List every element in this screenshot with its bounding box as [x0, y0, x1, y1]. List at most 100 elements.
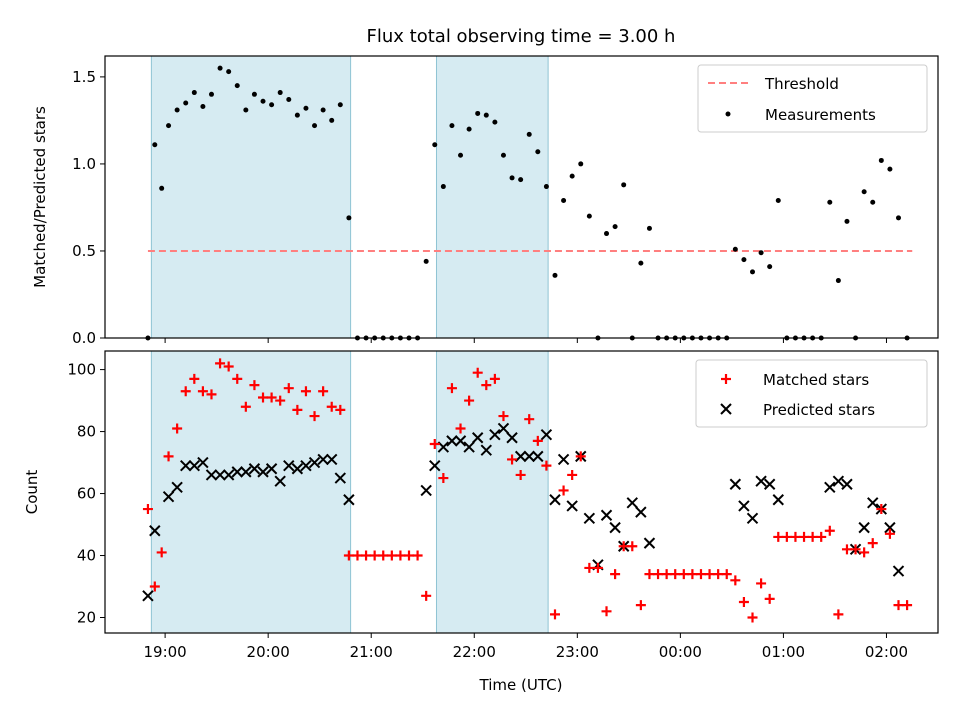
predicted-star-point [532, 450, 544, 463]
matched-star-point [455, 423, 466, 434]
matched-star-point [378, 550, 389, 561]
predicted-star-point [738, 500, 750, 512]
matched-star-point [395, 550, 406, 561]
measurement-point [895, 215, 901, 221]
measurement-point [466, 126, 472, 132]
measurement-point [174, 107, 180, 113]
y-tick-label: 60 [77, 485, 96, 503]
matched-star-point [163, 451, 174, 462]
matched-star-point [627, 541, 638, 552]
matched-star-point [902, 600, 913, 611]
count-y-axis: 20 40 60 80 100 [67, 361, 105, 627]
matched-star-point [283, 383, 294, 394]
matched-star-point [369, 550, 380, 561]
y-tick-label: 1.5 [72, 68, 96, 86]
matched-star-point [807, 531, 818, 542]
matched-star-point [489, 373, 500, 384]
predicted-star-point [300, 459, 312, 472]
matched-star-point [670, 569, 681, 580]
matched-star-point [149, 581, 160, 592]
ratio-shaded-intervals [150, 55, 549, 339]
chart-title: Flux total observing time = 3.00 h [367, 26, 676, 47]
matched-star-point [300, 386, 311, 397]
matched-star-point [180, 386, 191, 397]
predicted-star-point [858, 521, 870, 534]
measurement-point [440, 184, 446, 190]
measurement-point [200, 103, 206, 109]
y-tick-label: 80 [77, 423, 96, 441]
measurement-point [732, 246, 738, 252]
measurement-point [552, 272, 558, 278]
predicted-star-point [489, 428, 501, 441]
measurement-point [159, 185, 165, 191]
matched-star-point [412, 550, 423, 561]
predicted-star-point [729, 478, 742, 490]
measurement-point [767, 264, 773, 270]
predicted-star-point [867, 497, 879, 509]
matched-star-point [438, 473, 449, 484]
predicted-star-point [463, 441, 475, 453]
measurement-point [621, 182, 627, 188]
measurement-point [191, 90, 197, 96]
predicted-star-point [265, 463, 278, 475]
count-legend-box [695, 359, 928, 428]
matched-star-point [532, 435, 543, 446]
matched-star-point [343, 550, 354, 561]
measurement-point [543, 184, 549, 190]
measurement-point [337, 102, 343, 108]
y-tick-label: 20 [77, 609, 96, 627]
measurement-point [183, 100, 189, 106]
matched-star-point [498, 411, 509, 422]
predicted-star-point [763, 478, 776, 490]
predicted-stars-layer [142, 422, 905, 602]
matched-star-point [142, 504, 153, 515]
matched-star-point [232, 373, 243, 384]
measurement-point [741, 257, 747, 263]
y-tick-label: 40 [77, 547, 96, 565]
matched-star-point [730, 575, 741, 586]
measurement-point [449, 123, 455, 129]
matched-star-point [541, 460, 552, 471]
measurement-point [269, 102, 275, 108]
legend-measurements-swatch [725, 111, 731, 117]
matched-star-point [249, 380, 260, 391]
predicted-star-point [437, 441, 450, 453]
measurement-point [827, 199, 833, 205]
ratio-y-axis-label: Matched/Predicted stars [31, 106, 49, 288]
measurement-point [152, 142, 158, 148]
matched-star-point [197, 386, 208, 397]
measurement-point [509, 175, 515, 181]
ratio-y-axis: 0.0 0.5 1.0 1.5 [72, 68, 105, 347]
shaded-interval-2 [435, 55, 549, 339]
count-panel: 20 40 60 80 100 19:00 20:00 21:00 22:00 23:00 00:… [23, 350, 939, 694]
matched-star-point [352, 550, 363, 561]
predicted-star-point [248, 463, 261, 475]
matched-star-point [524, 414, 535, 425]
matched-star-point [584, 562, 595, 573]
matched-star-point [335, 404, 346, 415]
predicted-star-point [635, 506, 647, 518]
predicted-star-point [317, 453, 329, 466]
matched-star-point [446, 383, 457, 394]
matched-star-point [206, 389, 217, 400]
matched-star-point [610, 569, 621, 580]
x-tick-label: 01:00 [762, 643, 805, 661]
predicted-star-point [514, 450, 527, 463]
predicted-star-point [222, 469, 235, 481]
matched-star-point [713, 569, 724, 580]
measurement-point [251, 91, 257, 97]
matched-star-point [172, 423, 183, 434]
measurement-point [217, 65, 223, 71]
matched-star-point [876, 504, 887, 515]
x-tick-label: 19:00 [143, 643, 186, 661]
matched-star-point [464, 395, 475, 406]
x-tick-label: 22:00 [453, 643, 496, 661]
matched-star-point [867, 538, 878, 549]
matched-star-point [404, 550, 415, 561]
matched-star-point [575, 451, 586, 462]
y-tick-label: 1.0 [72, 155, 96, 173]
predicted-star-point [149, 525, 161, 537]
measurement-point [750, 269, 756, 275]
legend-measurements-label: Measurements [765, 106, 876, 124]
count-y-axis-label: Count [23, 470, 41, 515]
